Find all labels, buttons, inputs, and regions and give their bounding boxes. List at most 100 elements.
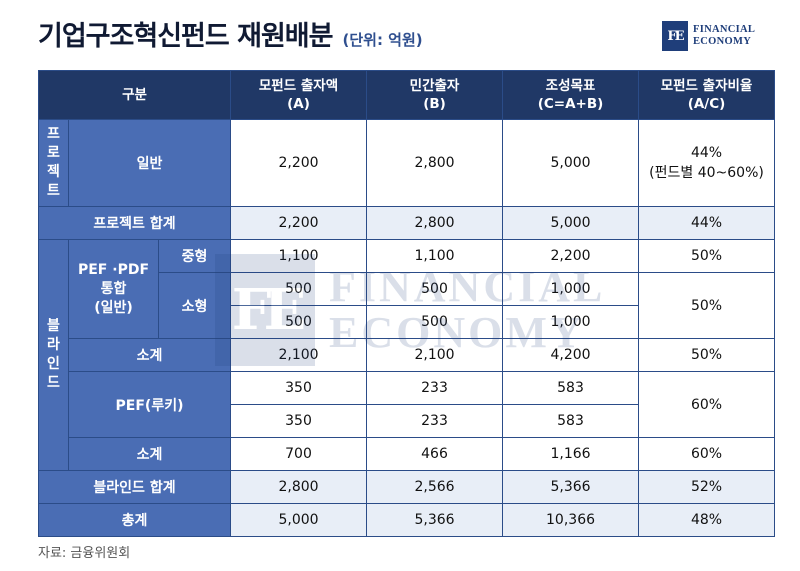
cell-target: 10,366 xyxy=(502,503,640,537)
table-row: 프로젝트 합계 2,200 2,800 5,000 44% xyxy=(37,206,776,240)
source-note: 자료: 금융위원회 xyxy=(38,546,131,561)
row-label-medium: 중형 xyxy=(157,239,232,273)
cell-mother: 500 xyxy=(230,305,368,339)
cell-target: 1,000 xyxy=(502,272,640,306)
cell-ratio: 50% xyxy=(638,272,776,339)
col-header-private-line2: (B) xyxy=(423,96,446,112)
brand-logo: FE FINANCIAL ECONOMY xyxy=(662,21,755,51)
row-label-subtotal: 소계 xyxy=(67,437,232,471)
row-label-pef-pdf: PEF ·PDF 통합 (일반) xyxy=(68,239,159,339)
logo-line-1: FINANCIAL xyxy=(693,24,756,35)
table-row: 350 233 583 xyxy=(39,404,775,438)
group-label-project: 프 로 젝 트 xyxy=(38,119,69,207)
pef-pdf-line3: (일반) xyxy=(94,299,133,316)
cell-ratio: 44% (펀드별 40~60%) xyxy=(638,119,776,207)
table-row: 총계 5,000 5,366 10,366 48% xyxy=(37,503,776,537)
col-header-private-line1: 민간출자 xyxy=(409,78,460,94)
cell-ratio: 48% xyxy=(638,503,776,537)
group-label-char: 드 xyxy=(47,375,60,391)
table-row: 소계 2,100 2,100 4,200 50% xyxy=(39,338,776,372)
cell-mother: 2,200 xyxy=(230,206,368,240)
group-label-blind: 블 라 인 드 xyxy=(38,239,69,471)
cell-ratio: 60% xyxy=(638,371,776,438)
cell-mother: 350 xyxy=(230,371,368,405)
cell-mother: 1,100 xyxy=(230,239,368,273)
cell-private: 233 xyxy=(366,404,504,438)
cell-target: 4,200 xyxy=(502,338,640,372)
col-header-target-line2: (C=A+B) xyxy=(537,96,604,112)
cell-target: 2,200 xyxy=(502,239,640,273)
cell-private: 500 xyxy=(366,305,504,339)
title-area: 기업구조혁신펀드 재원배분 (단위: 억원) xyxy=(38,14,423,62)
unit-label: (단위: 억원) xyxy=(342,31,423,49)
cell-private: 466 xyxy=(366,437,504,471)
cell-private: 2,800 xyxy=(366,119,504,207)
group-label-char: 젝 xyxy=(47,164,60,180)
cell-mother: 2,200 xyxy=(230,119,368,207)
cell-target: 1,166 xyxy=(502,437,640,471)
row-label-small: 소형 xyxy=(157,272,232,339)
pef-pdf-line2: 통합 xyxy=(100,280,127,297)
cell-mother: 350 xyxy=(230,404,368,438)
cell-ratio: 60% xyxy=(638,437,776,471)
logo-mark-icon: FE xyxy=(662,21,688,51)
row-label-blind-total: 블라인드 합계 xyxy=(37,470,232,504)
fund-allocation-table: 구분 모펀드 출자액 (A) 민간출자 (B) 조성목표 (C=A+B) 모펀드… xyxy=(37,70,776,537)
row-label-subtotal: 소계 xyxy=(67,338,232,372)
col-header-mother: 모펀드 출자액 (A) xyxy=(230,70,368,120)
col-header-target-line1: 조성목표 xyxy=(545,78,596,94)
group-label-char: 로 xyxy=(47,145,60,161)
pef-pdf-line1: PEF ·PDF xyxy=(77,261,150,278)
ratio-note: (펀드별 40~60%) xyxy=(649,165,764,181)
row-label-pef-rookie: PEF(루키) xyxy=(67,371,232,438)
col-header-private: 민간출자 (B) xyxy=(366,70,504,120)
cell-mother: 5,000 xyxy=(230,503,368,537)
cell-ratio: 52% xyxy=(638,470,776,504)
cell-private: 2,800 xyxy=(366,206,504,240)
cell-target: 5,000 xyxy=(502,206,640,240)
group-label-char: 블 xyxy=(47,318,60,334)
table-row: 500 500 1,000 xyxy=(39,305,775,339)
row-label-grand-total: 총계 xyxy=(37,503,232,537)
table-row: 소계 700 466 1,166 60% xyxy=(39,437,776,471)
cell-target: 583 xyxy=(502,371,640,405)
table-row: 블 라 인 드 PEF ·PDF 통합 (일반) 중형 1,100 1,100 … xyxy=(38,239,776,471)
cell-mother: 2,100 xyxy=(230,338,368,372)
group-label-char: 라 xyxy=(47,337,60,353)
col-header-mother-line2: (A) xyxy=(287,96,310,112)
cell-private: 233 xyxy=(366,371,504,405)
col-header-ratio-line2: (A/C) xyxy=(687,96,726,112)
cell-ratio: 50% xyxy=(638,239,776,273)
table-row: 소형 500 500 1,000 50% xyxy=(39,272,776,339)
row-label-project-total: 프로젝트 합계 xyxy=(37,206,232,240)
cell-target: 5,000 xyxy=(502,119,640,207)
group-label-char: 인 xyxy=(47,356,60,372)
cell-mother: 2,800 xyxy=(230,470,368,504)
group-label-char: 프 xyxy=(47,126,60,142)
header-row: 구분 모펀드 출자액 (A) 민간출자 (B) 조성목표 (C=A+B) 모펀드… xyxy=(37,70,776,120)
cell-private: 2,566 xyxy=(366,470,504,504)
cell-ratio: 50% xyxy=(638,338,776,372)
cell-private: 5,366 xyxy=(366,503,504,537)
table-row: 블라인드 합계 2,800 2,566 5,366 52% xyxy=(37,470,776,504)
table-row: 프 로 젝 트 일반 2,200 2,800 5,000 44% (펀드별 40… xyxy=(38,119,776,207)
cell-mother: 700 xyxy=(230,437,368,471)
logo-line-2: ECONOMY xyxy=(693,36,752,47)
logo-wordmark: FINANCIAL ECONOMY xyxy=(693,24,755,48)
cell-target: 5,366 xyxy=(502,470,640,504)
ratio-value: 44% xyxy=(690,145,723,161)
col-header-ratio-line1: 모펀드 출자비율 xyxy=(660,78,753,94)
col-header-category: 구분 xyxy=(37,70,232,120)
cell-target: 583 xyxy=(502,404,640,438)
col-header-target: 조성목표 (C=A+B) xyxy=(502,70,640,120)
col-header-ratio: 모펀드 출자비율 (A/C) xyxy=(638,70,776,120)
page-title: 기업구조혁신펀드 재원배분 xyxy=(38,21,333,52)
cell-target: 1,000 xyxy=(502,305,640,339)
cell-mother: 500 xyxy=(230,272,368,306)
row-label-general: 일반 xyxy=(67,119,232,207)
col-header-mother-line1: 모펀드 출자액 xyxy=(258,78,339,94)
cell-private: 500 xyxy=(366,272,504,306)
table-row: PEF(루키) 350 233 583 60% xyxy=(39,371,776,438)
group-label-char: 트 xyxy=(47,183,60,199)
cell-private: 1,100 xyxy=(366,239,504,273)
